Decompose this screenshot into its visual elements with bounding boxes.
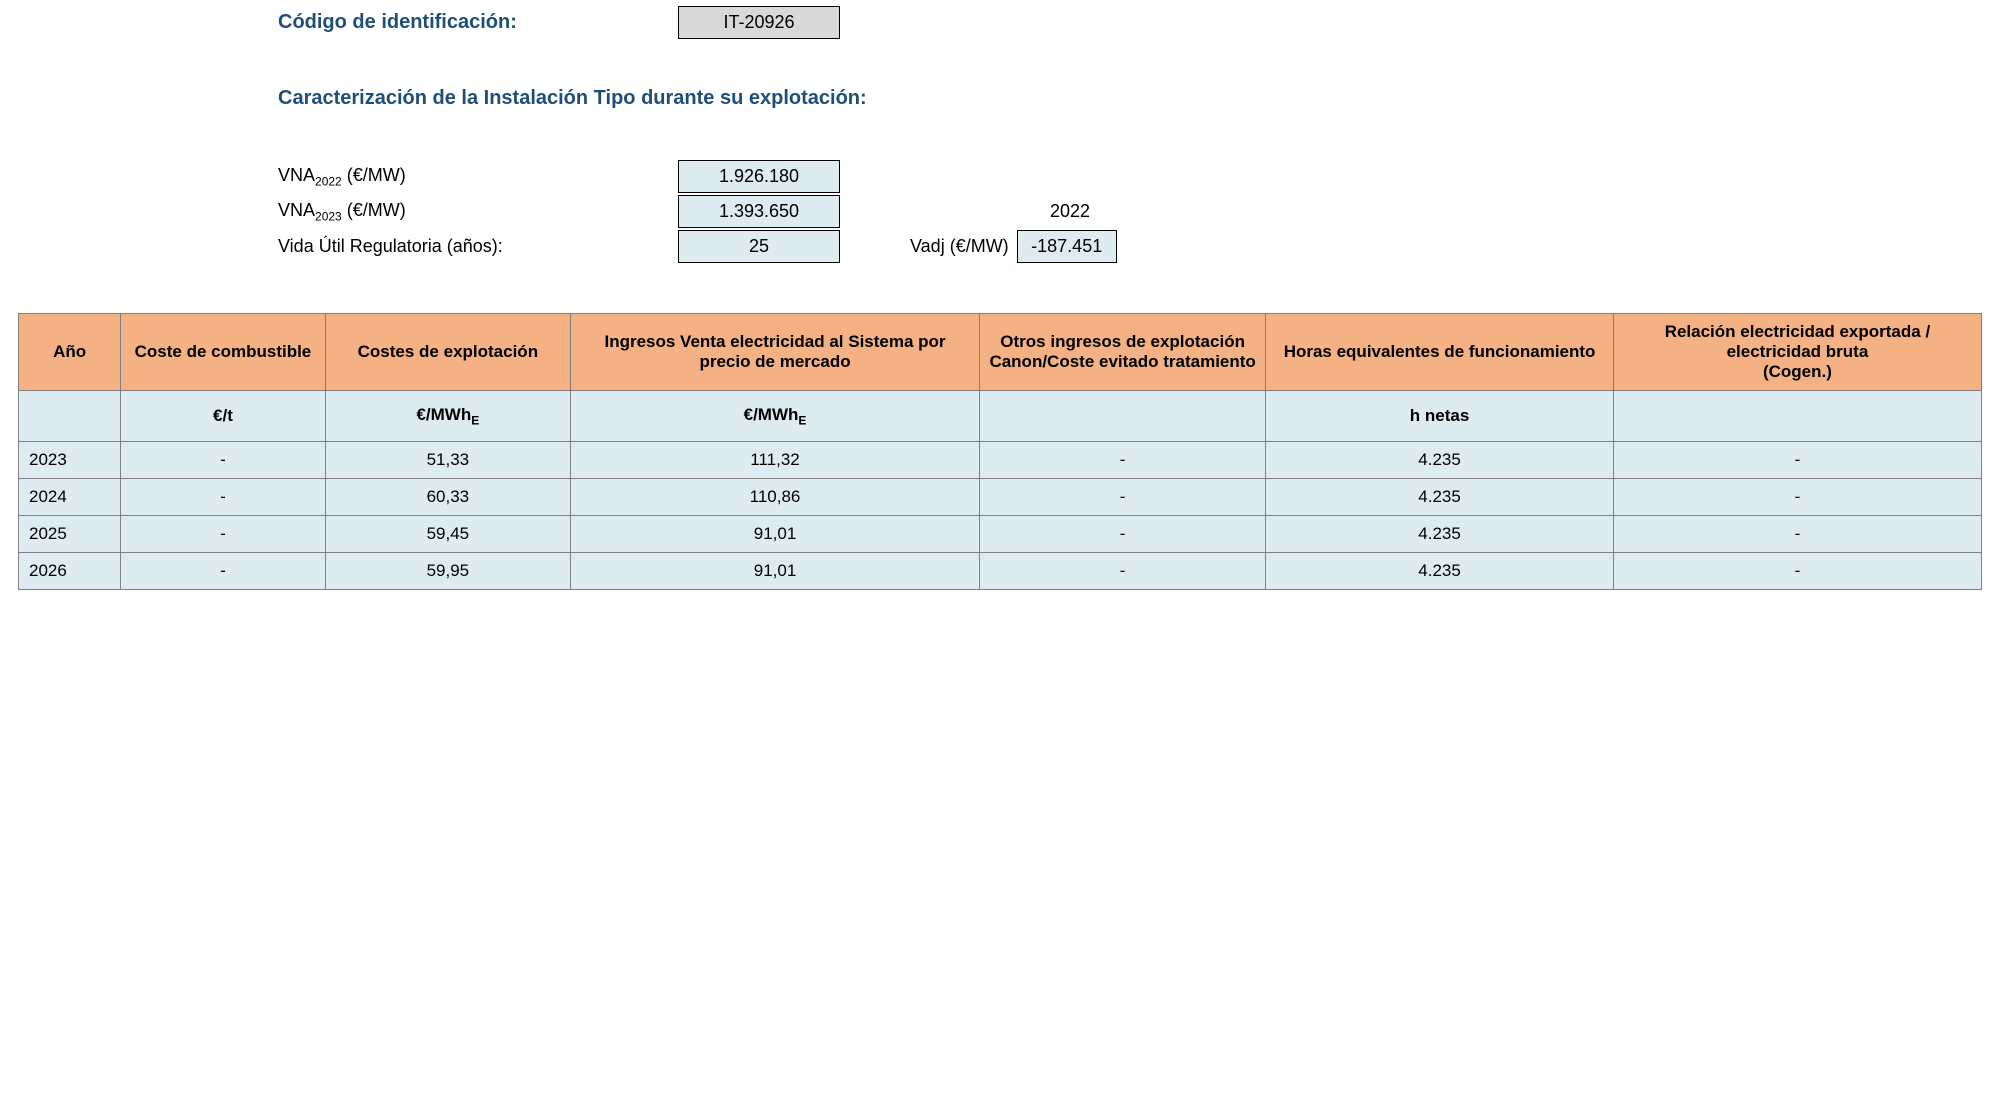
cell-relacion: - <box>1613 516 1981 553</box>
table-row: 2024-60,33110,86-4.235- <box>19 479 1982 516</box>
unit-coste: €/t <box>121 391 325 442</box>
cell-coste: - <box>121 516 325 553</box>
cell-ano: 2026 <box>19 553 121 590</box>
vida-util-label: Vida Útil Regulatoria (años): <box>278 236 678 257</box>
cell-relacion: - <box>1613 479 1981 516</box>
unit-ano <box>19 391 121 442</box>
cell-ingresos: 111,32 <box>571 442 980 479</box>
vadj-value: -187.451 <box>1017 230 1117 263</box>
th-ano: Año <box>19 314 121 391</box>
vna2023-value: 1.393.650 <box>678 195 840 228</box>
th-ingresos: Ingresos Venta electricidad al Sistema p… <box>571 314 980 391</box>
cell-ingresos: 91,01 <box>571 553 980 590</box>
vida-util-value: 25 <box>678 230 840 263</box>
unit-expl: €/MWhE <box>325 391 570 442</box>
cell-otros: - <box>980 516 1266 553</box>
vadj-label: Vadj (€/MW) <box>910 236 1009 257</box>
unit-horas: h netas <box>1266 391 1614 442</box>
cell-expl: 59,45 <box>325 516 570 553</box>
unit-relacion <box>1613 391 1981 442</box>
caracterizacion-label: Caracterización de la Instalación Tipo d… <box>278 87 1982 110</box>
cell-horas: 4.235 <box>1266 516 1614 553</box>
cell-otros: - <box>980 479 1266 516</box>
th-costes-explotacion: Costes de explotación <box>325 314 570 391</box>
cell-horas: 4.235 <box>1266 553 1614 590</box>
codigo-label: Código de identificación: <box>278 11 678 34</box>
unit-otros <box>980 391 1266 442</box>
cell-ingresos: 91,01 <box>571 516 980 553</box>
cell-ano: 2024 <box>19 479 121 516</box>
cell-horas: 4.235 <box>1266 479 1614 516</box>
codigo-value: IT-20926 <box>678 6 840 39</box>
cell-ano: 2025 <box>19 516 121 553</box>
cell-ingresos: 110,86 <box>571 479 980 516</box>
cell-relacion: - <box>1613 553 1981 590</box>
th-relacion: Relación electricidad exportada / electr… <box>1613 314 1981 391</box>
cell-otros: - <box>980 553 1266 590</box>
params-block: VNA2022 (€/MW) 1.926.180 VNA2023 (€/MW) … <box>278 160 1982 263</box>
vna2022-value: 1.926.180 <box>678 160 840 193</box>
header-block: Código de identificación: IT-20926 Carac… <box>278 6 1982 110</box>
vna2023-label: VNA2023 (€/MW) <box>278 200 678 224</box>
main-table: Año Coste de combustible Costes de explo… <box>18 313 1982 590</box>
table-row: 2023-51,33111,32-4.235- <box>19 442 1982 479</box>
table-row: 2025-59,4591,01-4.235- <box>19 516 1982 553</box>
th-otros-ingresos: Otros ingresos de explotación Canon/Cost… <box>980 314 1266 391</box>
cell-coste: - <box>121 479 325 516</box>
vna2022-label: VNA2022 (€/MW) <box>278 165 678 189</box>
unit-ingresos: €/MWhE <box>571 391 980 442</box>
cell-relacion: - <box>1613 442 1981 479</box>
cell-otros: - <box>980 442 1266 479</box>
cell-expl: 60,33 <box>325 479 570 516</box>
cell-expl: 59,95 <box>325 553 570 590</box>
cell-coste: - <box>121 553 325 590</box>
table-row: 2026-59,9591,01-4.235- <box>19 553 1982 590</box>
cell-horas: 4.235 <box>1266 442 1614 479</box>
th-horas: Horas equivalentes de funcionamiento <box>1266 314 1614 391</box>
cell-expl: 51,33 <box>325 442 570 479</box>
th-coste-combustible: Coste de combustible <box>121 314 325 391</box>
cell-coste: - <box>121 442 325 479</box>
side-year: 2022 <box>1050 201 1090 222</box>
cell-ano: 2023 <box>19 442 121 479</box>
